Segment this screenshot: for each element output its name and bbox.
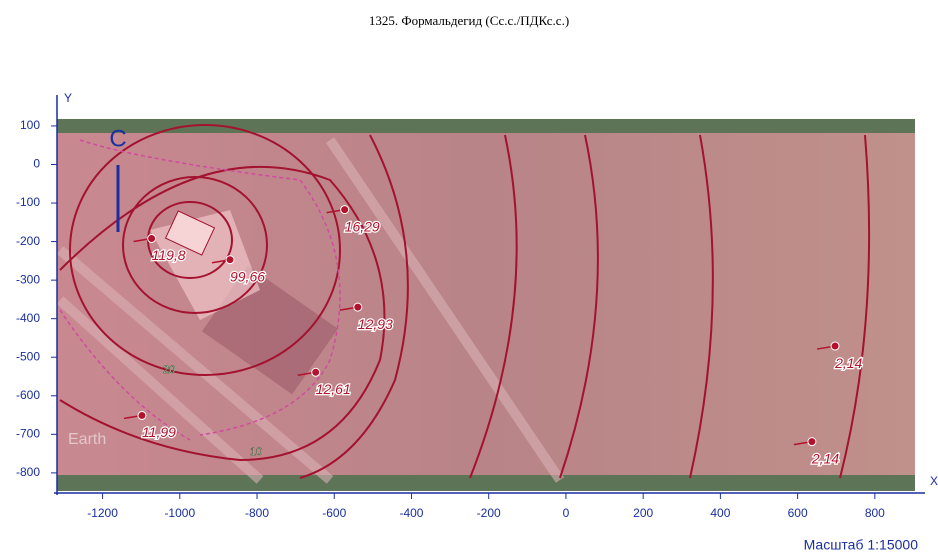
x-tick-label: -1000 (164, 506, 195, 520)
north-label: С (109, 125, 126, 152)
x-tick-label: -400 (399, 506, 423, 520)
point-label: 12,61 (316, 381, 351, 397)
point-label: 2,14 (834, 355, 862, 371)
y-axis-label: Y (64, 91, 72, 105)
point-label: 16,29 (345, 218, 380, 234)
x-tick-label: 400 (710, 506, 730, 520)
title: 1325. Формальдегид (Сс.с./ПДКс.с.) (369, 13, 569, 28)
y-tick-label: -600 (16, 388, 40, 402)
y-tick-label: -500 (16, 349, 40, 363)
x-tick-label: 200 (633, 506, 653, 520)
watermark: Earth (68, 431, 106, 448)
x-tick-label: 0 (563, 506, 570, 520)
point-label: 12,93 (358, 316, 393, 332)
point-marker (831, 342, 839, 350)
x-tick-label: 800 (865, 506, 885, 520)
y-tick-label: -400 (16, 311, 40, 325)
x-tick-label: -1200 (87, 506, 118, 520)
point-label: 119,8 (152, 247, 186, 263)
x-tick-label: -200 (477, 506, 501, 520)
y-tick-label: -100 (16, 195, 40, 209)
x-tick-label: 600 (788, 506, 808, 520)
y-tick-label: -700 (16, 427, 40, 441)
x-tick-label: -800 (245, 506, 269, 520)
point-label: 11,99 (142, 424, 176, 440)
y-tick-label: -300 (16, 272, 40, 286)
point-marker (354, 303, 362, 311)
point-marker (226, 256, 234, 264)
pollution-overlay (57, 133, 915, 475)
x-tick-label: -600 (322, 506, 346, 520)
point-marker (312, 368, 320, 376)
point-marker (341, 206, 349, 214)
point-label: 99,66 (230, 268, 265, 284)
y-tick-label: -200 (16, 234, 40, 248)
scale-label: Масштаб 1:15000 (804, 537, 919, 553)
point-marker (138, 411, 146, 419)
y-tick-label: -800 (16, 465, 40, 479)
point-marker (808, 438, 816, 446)
map-figure: 1325. Формальдегид (Сс.с./ПДКс.с.) 20 10… (0, 0, 938, 554)
contour-label: 10 (250, 446, 262, 458)
y-tick-label: 0 (33, 157, 40, 171)
point-marker (148, 235, 156, 243)
point-label: 2,14 (811, 450, 839, 466)
y-tick-label: 100 (20, 118, 40, 132)
x-axis-label: X (930, 474, 938, 488)
contour-label: 20 (163, 364, 175, 376)
